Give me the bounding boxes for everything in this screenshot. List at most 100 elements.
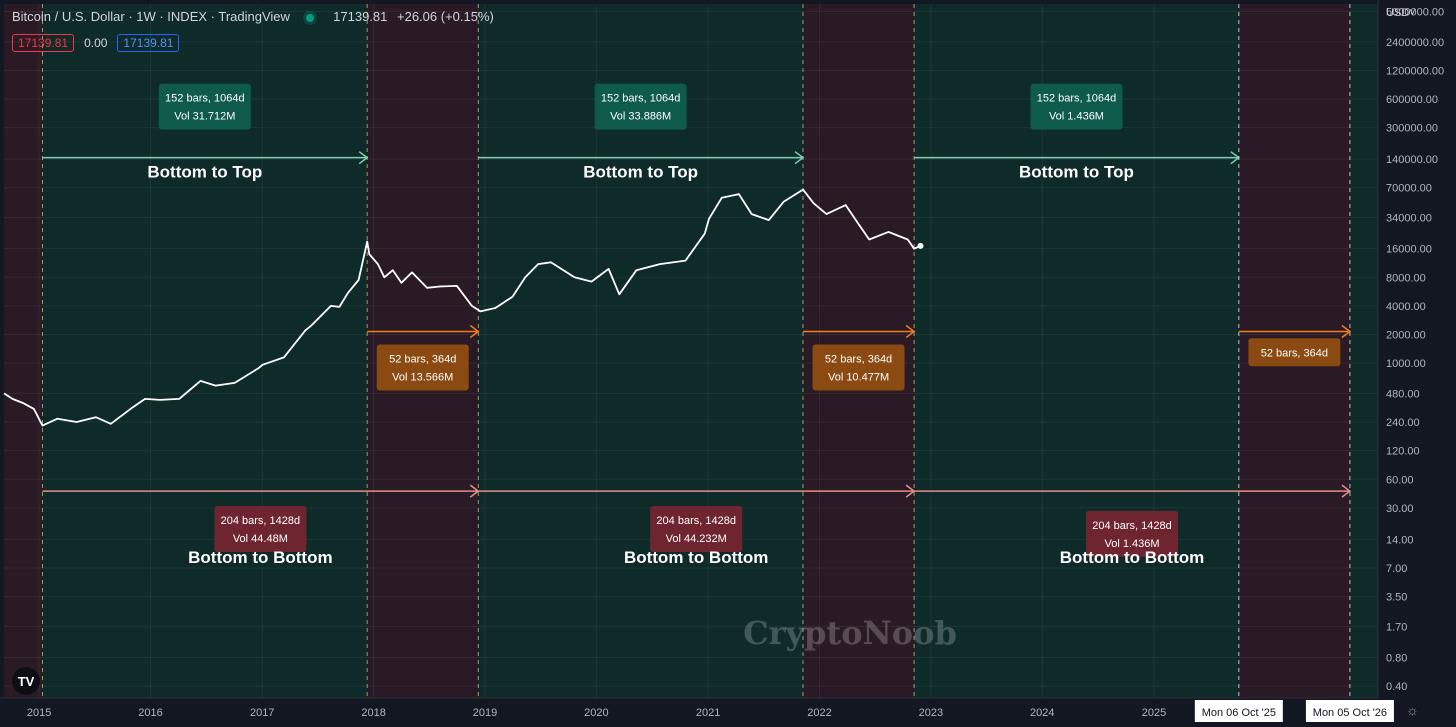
measure-info-text: Vol 10.477M — [828, 371, 889, 383]
arrow-head-icon — [794, 151, 805, 165]
measure-bottom-to-bottom: 204 bars, 1428d Vol 44.232M Bottom to Bott… — [478, 484, 916, 567]
y-tick-label: 7.00 — [1386, 563, 1407, 575]
arrow-head-icon — [1341, 484, 1352, 498]
chart-header: Bitcoin / U.S. Dollar · 1W · INDEX · Tra… — [12, 9, 494, 24]
last-price-dot — [917, 242, 924, 249]
measure-info-text: Vol 44.232M — [666, 533, 727, 545]
chevron-down-icon: ˅ — [1409, 7, 1416, 19]
measure-bottom-to-top: 152 bars, 1064d Vol 1.436M Bottom to Top — [914, 83, 1241, 182]
y-tick-label: 1200000.00 — [1386, 65, 1444, 77]
bid-ask-row: 17139.81 0.00 17139.81 — [12, 34, 180, 52]
measure-title: Bottom to Top — [1019, 163, 1134, 182]
measure-info-box — [1248, 338, 1341, 367]
tradingview-logo-icon[interactable]: TV — [12, 667, 40, 695]
measure-info-text: 204 bars, 1428d — [221, 515, 301, 527]
measure-info-text: Vol 31.712M — [174, 111, 235, 123]
y-tick-label: 120.00 — [1386, 446, 1420, 458]
y-tick-label: 14.00 — [1386, 534, 1414, 546]
measure-bottom-to-top: 152 bars, 1064d Vol 33.886M Bottom to Top — [478, 83, 805, 182]
x-tick-label: 2022 — [807, 707, 831, 719]
measure-info-text: Vol 44.48M — [233, 533, 288, 545]
symbol-title[interactable]: Bitcoin / U.S. Dollar · 1W · INDEX · Tra… — [12, 9, 290, 24]
measure-bottom-to-top: 152 bars, 1064d Vol 31.712M Bottom to Top — [42, 83, 369, 182]
measure-info-text: 204 bars, 1428d — [656, 515, 736, 527]
x-tick-label: 2020 — [584, 707, 608, 719]
zone-bear — [4, 4, 43, 698]
x-date-flag — [1305, 700, 1394, 722]
y-tick-label: 4000.00 — [1386, 301, 1426, 313]
last-price: 17139.81 — [333, 9, 388, 24]
x-tick-label: 2023 — [919, 707, 943, 719]
y-tick-label: 140000.00 — [1386, 154, 1438, 166]
y-tick-label: 240.00 — [1386, 417, 1420, 429]
x-tick-label: 2018 — [361, 707, 385, 719]
measure-title: Bottom to Bottom — [188, 548, 332, 567]
arrow-head-icon — [1230, 151, 1241, 165]
x-tick-label: 2025 — [1142, 707, 1166, 719]
measure-info-text: 52 bars, 364d — [389, 353, 456, 365]
y-tick-label: 0.40 — [1386, 681, 1407, 693]
y-tick-label: 1000.00 — [1386, 358, 1426, 370]
ask-price[interactable]: 17139.81 — [117, 34, 180, 52]
price-axis-background — [1378, 0, 1456, 727]
y-tick-label: 480.00 — [1386, 388, 1420, 400]
measure-info-text: Vol 1.436M — [1049, 111, 1104, 123]
measure-info-box — [1030, 83, 1123, 130]
measure-info-text: Vol 1.436M — [1104, 538, 1159, 550]
y-tick-label: 0.80 — [1386, 653, 1407, 665]
zone-bull — [1349, 4, 1378, 698]
x-tick-label: 2021 — [696, 707, 720, 719]
arrow-head-icon — [358, 151, 369, 165]
y-tick-label: 70000.00 — [1386, 183, 1432, 195]
y-tick-label: 1.70 — [1386, 621, 1407, 633]
x-date-flag-label: Mon 05 Oct '26 — [1313, 707, 1387, 719]
bid-price[interactable]: 17139.81 — [12, 34, 75, 52]
measure-info-text: 152 bars, 1064d — [1037, 93, 1117, 105]
currency-select[interactable]: USD˅ — [1386, 7, 1416, 19]
measure-top-to-bottom: 52 bars, 364d Vol 10.477M — [803, 324, 916, 391]
measure-info-text: 52 bars, 364d — [1261, 347, 1328, 359]
settings-gear-icon[interactable]: ☼ — [1406, 702, 1419, 718]
currency-label: USD — [1386, 7, 1410, 19]
y-tick-label: 5000000.00 — [1386, 7, 1444, 19]
measure-info-text: 152 bars, 1064d — [601, 93, 681, 105]
measure-info-text: 152 bars, 1064d — [165, 93, 245, 105]
y-tick-label: 34000.00 — [1386, 213, 1432, 225]
x-date-flag — [1194, 700, 1283, 722]
watermark: CryptoNoob — [743, 614, 957, 652]
measure-top-to-bottom: 52 bars, 364d — [1238, 324, 1352, 367]
measure-top-to-bottom: 52 bars, 364d Vol 13.566M — [367, 324, 480, 391]
measure-title: Bottom to Top — [147, 163, 262, 182]
x-tick-label: 2024 — [1030, 707, 1054, 719]
x-tick-label: 2017 — [250, 707, 274, 719]
x-tick-label: 2019 — [473, 707, 497, 719]
measure-info-box — [158, 83, 251, 130]
y-tick-label: 60.00 — [1386, 474, 1414, 486]
measure-info-text: Vol 33.886M — [610, 111, 671, 123]
y-tick-label: 30.00 — [1386, 503, 1414, 515]
spread-value: 0.00 — [84, 36, 108, 50]
y-tick-label: 2400000.00 — [1386, 37, 1444, 49]
arrow-head-icon — [1341, 324, 1352, 339]
y-tick-label: 3.50 — [1386, 592, 1407, 604]
measure-info-text: Vol 13.566M — [392, 371, 453, 383]
measure-info-box — [812, 344, 905, 391]
measure-info-text: 204 bars, 1428d — [1092, 520, 1172, 532]
y-tick-label: 8000.00 — [1386, 272, 1426, 284]
arrow-head-icon — [469, 324, 480, 339]
y-tick-label: 600000.00 — [1386, 94, 1438, 106]
market-status-icon — [305, 13, 314, 22]
y-tick-label: 300000.00 — [1386, 123, 1438, 135]
x-tick-label: 2015 — [27, 707, 51, 719]
measure-bottom-to-bottom: 204 bars, 1428d Vol 44.48M Bottom to Botto… — [42, 484, 480, 567]
x-date-flag-label: Mon 06 Oct '25 — [1202, 707, 1276, 719]
x-tick-label: 2016 — [138, 707, 162, 719]
y-tick-label: 2000.00 — [1386, 330, 1426, 342]
measure-title: Bottom to Top — [583, 163, 698, 182]
price-series-line — [3, 188, 921, 427]
y-tick-label: 16000.00 — [1386, 244, 1432, 256]
measure-info-box — [650, 505, 743, 552]
measure-title: Bottom to Bottom — [1060, 548, 1204, 567]
